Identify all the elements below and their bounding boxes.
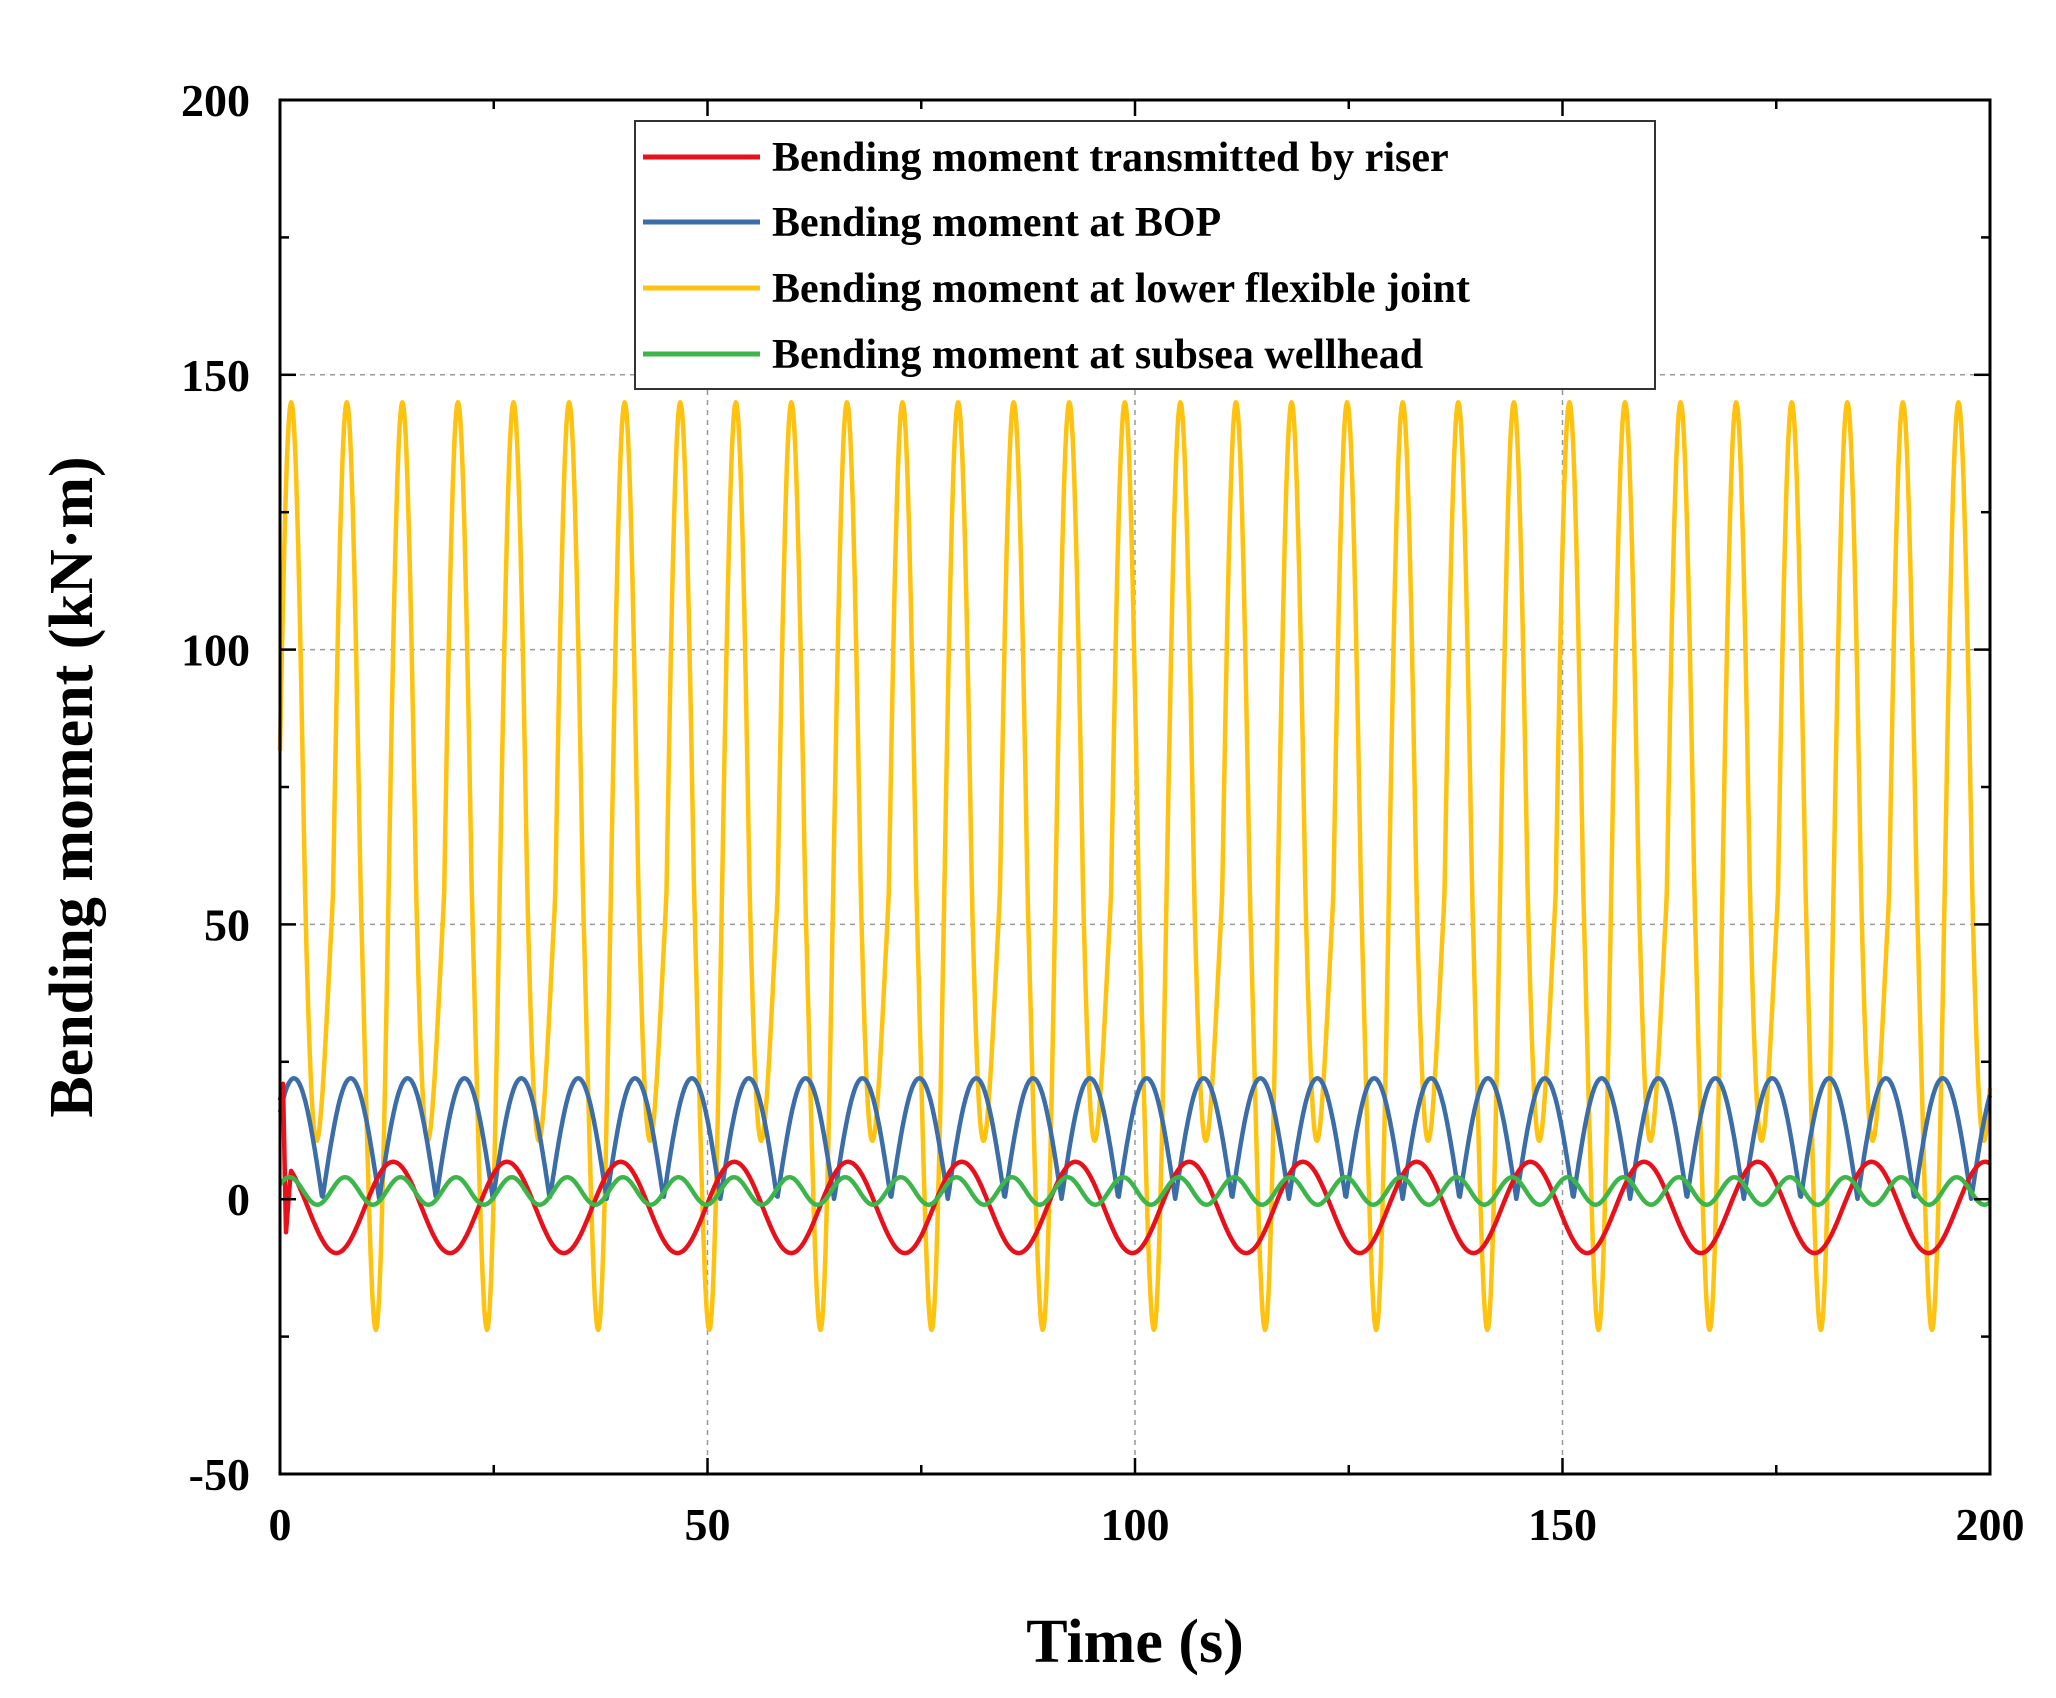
axis-tick-labels: 0 50 100 150 200 -50 0 50 100 150 200 [181, 75, 2025, 1550]
x-axis-title: Time (s) [1026, 1608, 1244, 1676]
y-axis-title: Bending moment (kN·m) [38, 456, 106, 1117]
y-tick-label-0: 0 [227, 1174, 250, 1225]
series-line-3 [278, 1174, 1992, 1207]
y-tick-label-150: 150 [181, 350, 250, 401]
legend-label-subsea-wellhead: Bending moment at subsea wellhead [772, 332, 1423, 378]
series-line-2 [277, 400, 1993, 1333]
x-tick-label-100: 100 [1101, 1499, 1170, 1550]
legend: Bending moment transmitted by riser Bend… [634, 120, 1656, 390]
axis-ticks [278, 98, 1992, 1476]
x-tick-label-200: 200 [1956, 1499, 2025, 1550]
legend-label-bop: Bending moment at BOP [772, 200, 1221, 246]
x-tick-label-0: 0 [269, 1499, 292, 1550]
x-tick-label-150: 150 [1528, 1499, 1597, 1550]
series-line-0 [277, 1081, 1992, 1256]
x-tick-label-50: 50 [685, 1499, 731, 1550]
legend-box [634, 120, 1656, 390]
y-tick-label-100: 100 [181, 625, 250, 676]
legend-label-lower-flexible-joint: Bending moment at lower flexible joint [772, 266, 1470, 312]
legend-label-riser: Bending moment transmitted by riser [772, 135, 1449, 181]
series-line-1 [277, 1076, 1993, 1202]
y-tick-label--50: -50 [189, 1449, 250, 1500]
series-lines [277, 400, 1993, 1333]
y-tick-label-50: 50 [204, 899, 250, 950]
y-tick-label-200: 200 [181, 75, 250, 126]
